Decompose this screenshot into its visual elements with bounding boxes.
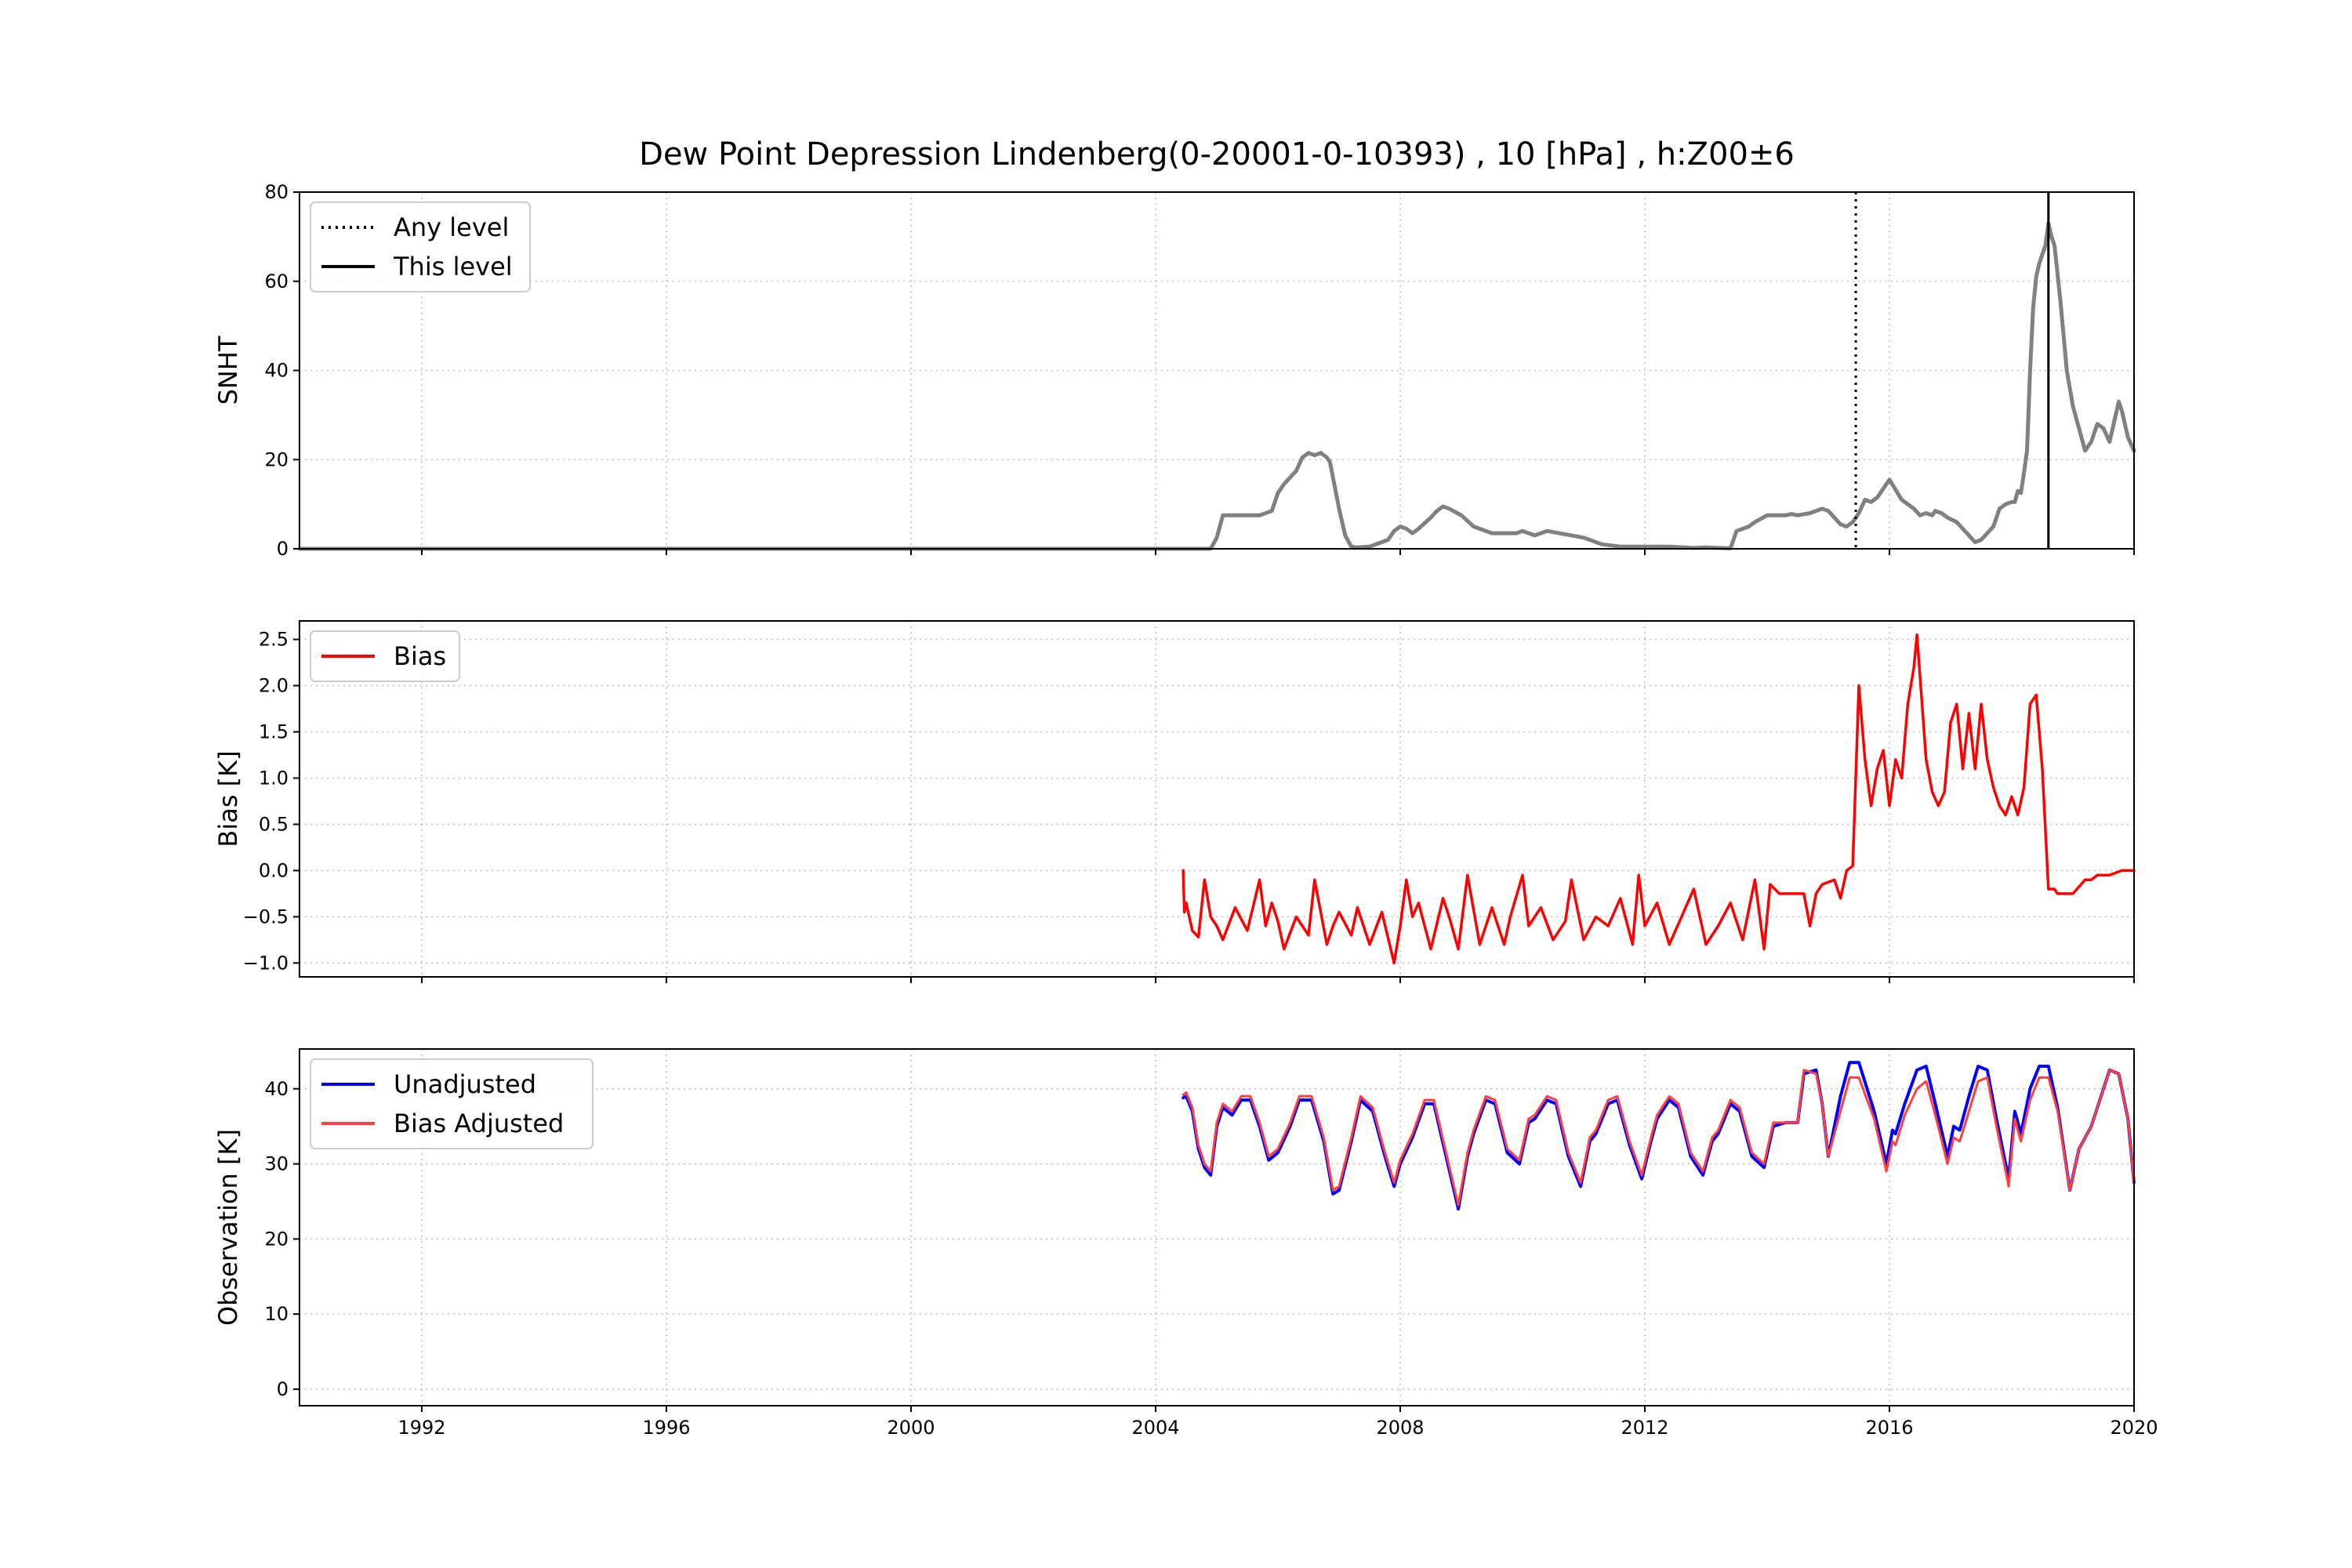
series-line-1 [1181, 1069, 2136, 1207]
y-tick-label-2: 0.0 [259, 859, 289, 881]
legend-box [310, 1058, 593, 1149]
y-tick-label-2: 40 [264, 360, 289, 382]
axes-frame [299, 620, 2135, 978]
x-tick-label-7: 2020 [2110, 1417, 2158, 1439]
y-tick-label-7: 2.5 [259, 629, 289, 651]
y-tick-label-4: 40 [264, 1078, 289, 1100]
x-tick-label-1: 1996 [642, 1417, 690, 1439]
legend: Bias [310, 630, 460, 682]
legend: Unadjusted Bias Adjusted [310, 1058, 593, 1149]
y-tick-label-0: 0 [277, 1378, 289, 1400]
series-line-0 [297, 221, 2136, 551]
y-tick-label-6: 2.0 [259, 675, 289, 697]
x-tick-label-5: 2012 [1621, 1417, 1668, 1439]
y-axis-label: Bias [K] [213, 750, 243, 847]
legend: Any level This level [310, 201, 531, 292]
legend-label-0: Any level [394, 212, 509, 242]
panels: 0 20 40 60 80 SNHT Any level This level −1.0 −0.5… [213, 181, 2158, 1439]
panel-2: 0 10 20 30 40 1992 1996 2000 2004 2008 2012 2016 202… [213, 1048, 2158, 1439]
legend-box [310, 630, 460, 682]
series-line-0 [1181, 633, 2136, 965]
y-tick-label-4: 80 [264, 181, 289, 203]
y-tick-label-4: 1.0 [259, 767, 289, 789]
y-tick-label-5: 1.5 [259, 721, 289, 743]
x-tick-label-0: 1992 [397, 1417, 445, 1439]
y-tick-label-0: 0 [277, 538, 289, 560]
panel-1: −1.0 −0.5 0.0 0.5 1.0 1.5 2.0 2.5 Bias [K] Bias [213, 620, 2136, 983]
legend-label-0: Bias [394, 641, 446, 671]
x-tick-label-6: 2016 [1865, 1417, 1913, 1439]
x-tick-label-4: 2008 [1376, 1417, 1424, 1439]
axes-frame [299, 1048, 2135, 1406]
legend-label-1: Bias Adjusted [394, 1109, 564, 1138]
panel-0: 0 20 40 60 80 SNHT Any level This level [213, 181, 2136, 560]
y-axis-label: SNHT [213, 336, 243, 405]
y-tick-label-1: 10 [264, 1303, 289, 1325]
y-tick-label-2: 20 [264, 1228, 289, 1250]
y-tick-label-1: −0.5 [243, 906, 289, 927]
y-tick-label-3: 0.5 [259, 813, 289, 835]
legend-label-0: Unadjusted [394, 1069, 536, 1099]
legend-box [310, 201, 531, 292]
y-tick-label-0: −1.0 [243, 952, 289, 974]
x-tick-label-3: 2004 [1131, 1417, 1179, 1439]
y-axis-label: Observation [K] [213, 1129, 243, 1326]
chart-title: Dew Point Depression Lindenberg(0-20001-… [639, 136, 1795, 172]
y-tick-label-3: 60 [264, 270, 289, 292]
x-tick-label-2: 2000 [887, 1417, 935, 1439]
legend-label-1: This level [393, 252, 513, 281]
y-tick-label-3: 30 [264, 1153, 289, 1175]
y-tick-label-1: 20 [264, 448, 289, 470]
